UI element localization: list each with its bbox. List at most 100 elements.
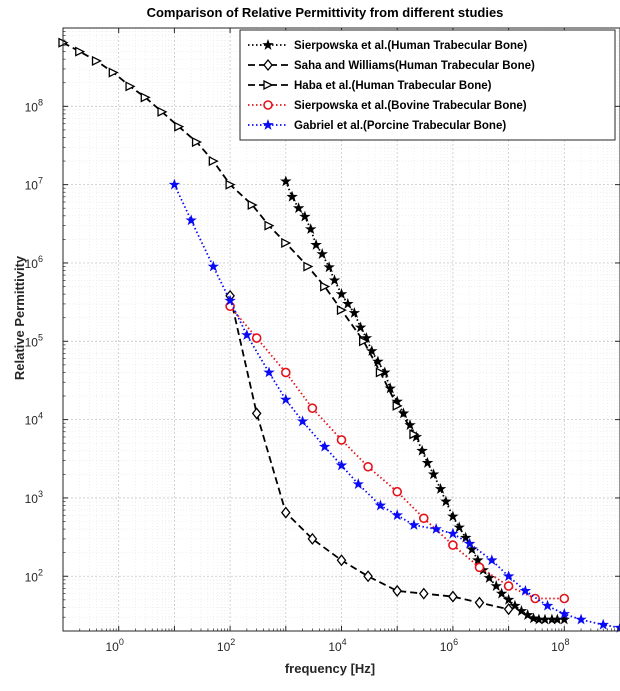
data-point [328, 274, 341, 286]
x-axis-label: frequency [Hz] [285, 661, 375, 676]
legend-item: Sierpowska et al.(Bovine Trabecular Bone… [248, 100, 527, 112]
data-point [352, 478, 364, 490]
data-point [418, 587, 429, 600]
legend-label: Sierpowska et al.(Bovine Trabecular Bone… [294, 100, 527, 112]
data-point [286, 190, 298, 202]
x-tick-label: 100 [106, 637, 124, 654]
data-point [392, 486, 403, 497]
legend-label: Haba et al.(Human Trabecular Bone) [294, 80, 492, 92]
data-point [466, 543, 478, 555]
data-point [185, 214, 197, 226]
data-point [363, 461, 373, 472]
data-point [366, 345, 378, 356]
data-point [503, 603, 514, 616]
data-point [225, 179, 236, 190]
x-tick-label: 102 [217, 637, 235, 654]
data-point [307, 403, 318, 413]
y-tick-labels: 102 103 104 105 106 107 108 [25, 97, 43, 584]
data-point [391, 509, 403, 521]
data-point [490, 579, 502, 591]
data-point [463, 537, 476, 549]
data-point [614, 621, 620, 633]
legend: Sierpowska et al.(Human Trabecular Bone)… [239, 29, 616, 141]
data-point [280, 367, 291, 378]
data-point [316, 247, 328, 259]
data-point [483, 571, 496, 583]
chart-title: Comparison of Relative Permittivity from… [147, 5, 504, 20]
y-tick-label: 105 [25, 332, 43, 349]
y-axis-label: Relative Permittivity [12, 255, 27, 380]
series-gabriel-et-al-porcine-trabecular-bone [168, 178, 620, 633]
x-tick-label: 104 [328, 637, 346, 654]
data-point [430, 523, 442, 534]
data-point [336, 305, 347, 316]
y-tick-label: 107 [25, 176, 43, 193]
legend-box [239, 29, 616, 141]
data-point [447, 510, 459, 522]
data-point [372, 355, 384, 367]
data-point [374, 499, 387, 511]
data-point [320, 281, 331, 292]
data-point [263, 366, 275, 378]
data-point [408, 519, 420, 530]
data-point [541, 599, 554, 611]
data-point [91, 55, 102, 66]
data-point [307, 532, 318, 545]
series-line [284, 181, 565, 621]
data-point [319, 440, 331, 452]
data-point [335, 288, 348, 300]
data-point [140, 92, 151, 103]
data-point [495, 587, 508, 599]
data-point [418, 513, 429, 524]
data-point [427, 468, 440, 480]
legend-label: Gabriel et al.(Porcine Trabecular Bone) [294, 120, 506, 132]
data-point [502, 570, 515, 582]
data-point [241, 329, 253, 340]
series-saha-and-williams-human-trabecular-bone [225, 289, 514, 616]
data-point [208, 156, 219, 167]
data-point [323, 261, 335, 273]
data-point [392, 584, 403, 597]
data-point [348, 306, 361, 318]
data-point [247, 199, 258, 211]
data-point [474, 596, 485, 609]
tick-marks [62, 27, 620, 632]
data-point [280, 506, 291, 519]
data-point [296, 415, 309, 427]
data-point [375, 367, 386, 378]
legend-label: Saha and Williams(Human Trabecular Bone) [294, 60, 535, 72]
data-point [486, 554, 498, 566]
data-point [474, 562, 485, 573]
legend-item: Sierpowska et al.(Human Trabecular Bone) [248, 39, 527, 52]
y-tick-label: 108 [25, 97, 43, 114]
data-point [108, 67, 119, 78]
data-point [281, 237, 292, 249]
legend-marker [262, 39, 274, 50]
data-point [448, 540, 458, 550]
data-point [251, 333, 262, 343]
legend-item: Gabriel et al.(Porcine Trabecular Bone) [248, 119, 506, 132]
legend-marker [263, 100, 273, 110]
y-tick-label: 106 [25, 254, 43, 271]
data-point [575, 613, 587, 625]
data-point [453, 521, 465, 533]
data-point [191, 136, 203, 148]
x-tick-labels: 100 102 104 106 108 [106, 637, 570, 654]
data-point [157, 106, 168, 117]
data-point [519, 584, 532, 596]
data-point [359, 336, 370, 347]
data-point [251, 407, 262, 420]
data-point [224, 294, 236, 306]
data-point [336, 435, 347, 445]
data-point [447, 527, 459, 539]
data-point [292, 202, 305, 214]
data-point [421, 456, 434, 468]
legend-item: Haba et al.(Human Trabecular Bone) [248, 79, 492, 92]
y-tick-label: 103 [25, 489, 43, 506]
data-point [503, 581, 514, 591]
data-point [409, 429, 420, 440]
data-point [440, 495, 452, 507]
x-tick-label: 106 [440, 637, 458, 654]
